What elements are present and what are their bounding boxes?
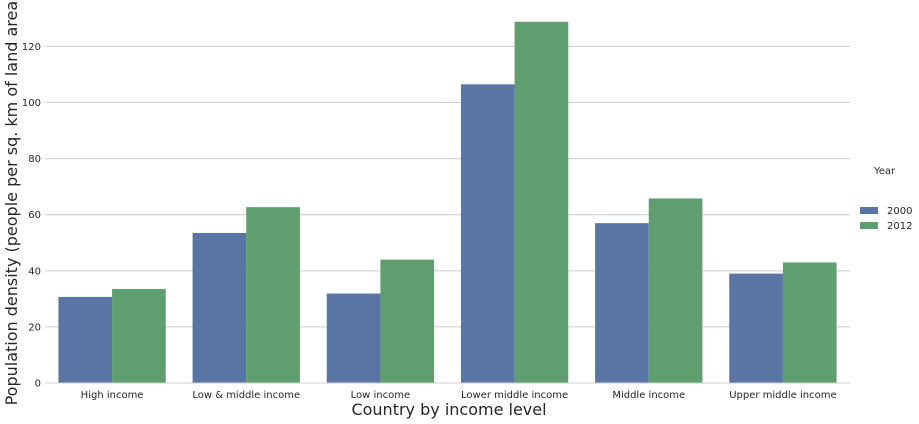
grid-lines xyxy=(45,45,850,328)
bar-2000-0 xyxy=(58,296,113,383)
y-tick-label: 40 xyxy=(28,266,41,277)
x-axis-label: Country by income level xyxy=(351,400,546,419)
bar-2000-4 xyxy=(595,223,649,383)
bars xyxy=(58,21,837,383)
y-tick-label: 120 xyxy=(22,42,41,53)
bar-2012-1 xyxy=(246,207,300,383)
legend-label: 2012 xyxy=(887,221,912,232)
legend-label: 2000 xyxy=(887,206,912,217)
bar-2012-4 xyxy=(648,198,703,383)
y-tick-label: 0 xyxy=(35,379,41,390)
legend: Year 2000 2012 xyxy=(860,166,912,232)
bar-2012-3 xyxy=(514,21,569,383)
y-axis-label: Population density (people per sq. km of… xyxy=(2,0,21,405)
bar-2000-3 xyxy=(460,84,515,383)
x-tick-label: High income xyxy=(81,390,144,401)
legend-swatch xyxy=(860,222,878,229)
bar-2012-2 xyxy=(380,259,435,383)
bar-2000-1 xyxy=(192,232,247,383)
y-tick-labels: 0 20 40 60 80 100 120 xyxy=(22,42,41,390)
y-tick-label: 60 xyxy=(28,210,41,221)
bar-2012-5 xyxy=(782,262,837,383)
x-tick-label: Low income xyxy=(351,390,411,401)
bar-2012-0 xyxy=(112,289,166,383)
y-tick-label: 20 xyxy=(28,322,41,333)
y-tick-label: 100 xyxy=(22,98,41,109)
y-tick-label: 80 xyxy=(28,154,41,165)
x-tick-labels: High income Low & middle income Low income… xyxy=(81,390,837,401)
x-tick-label: Upper middle income xyxy=(729,390,836,401)
bar-2000-2 xyxy=(326,293,381,383)
x-tick-label: Middle income xyxy=(612,390,685,401)
legend-title: Year xyxy=(873,166,896,177)
bar-2000-5 xyxy=(729,273,783,383)
x-tick-label: Lower middle income xyxy=(461,390,568,401)
legend-swatch xyxy=(860,207,878,214)
x-tick-label: Low & middle income xyxy=(192,390,300,401)
